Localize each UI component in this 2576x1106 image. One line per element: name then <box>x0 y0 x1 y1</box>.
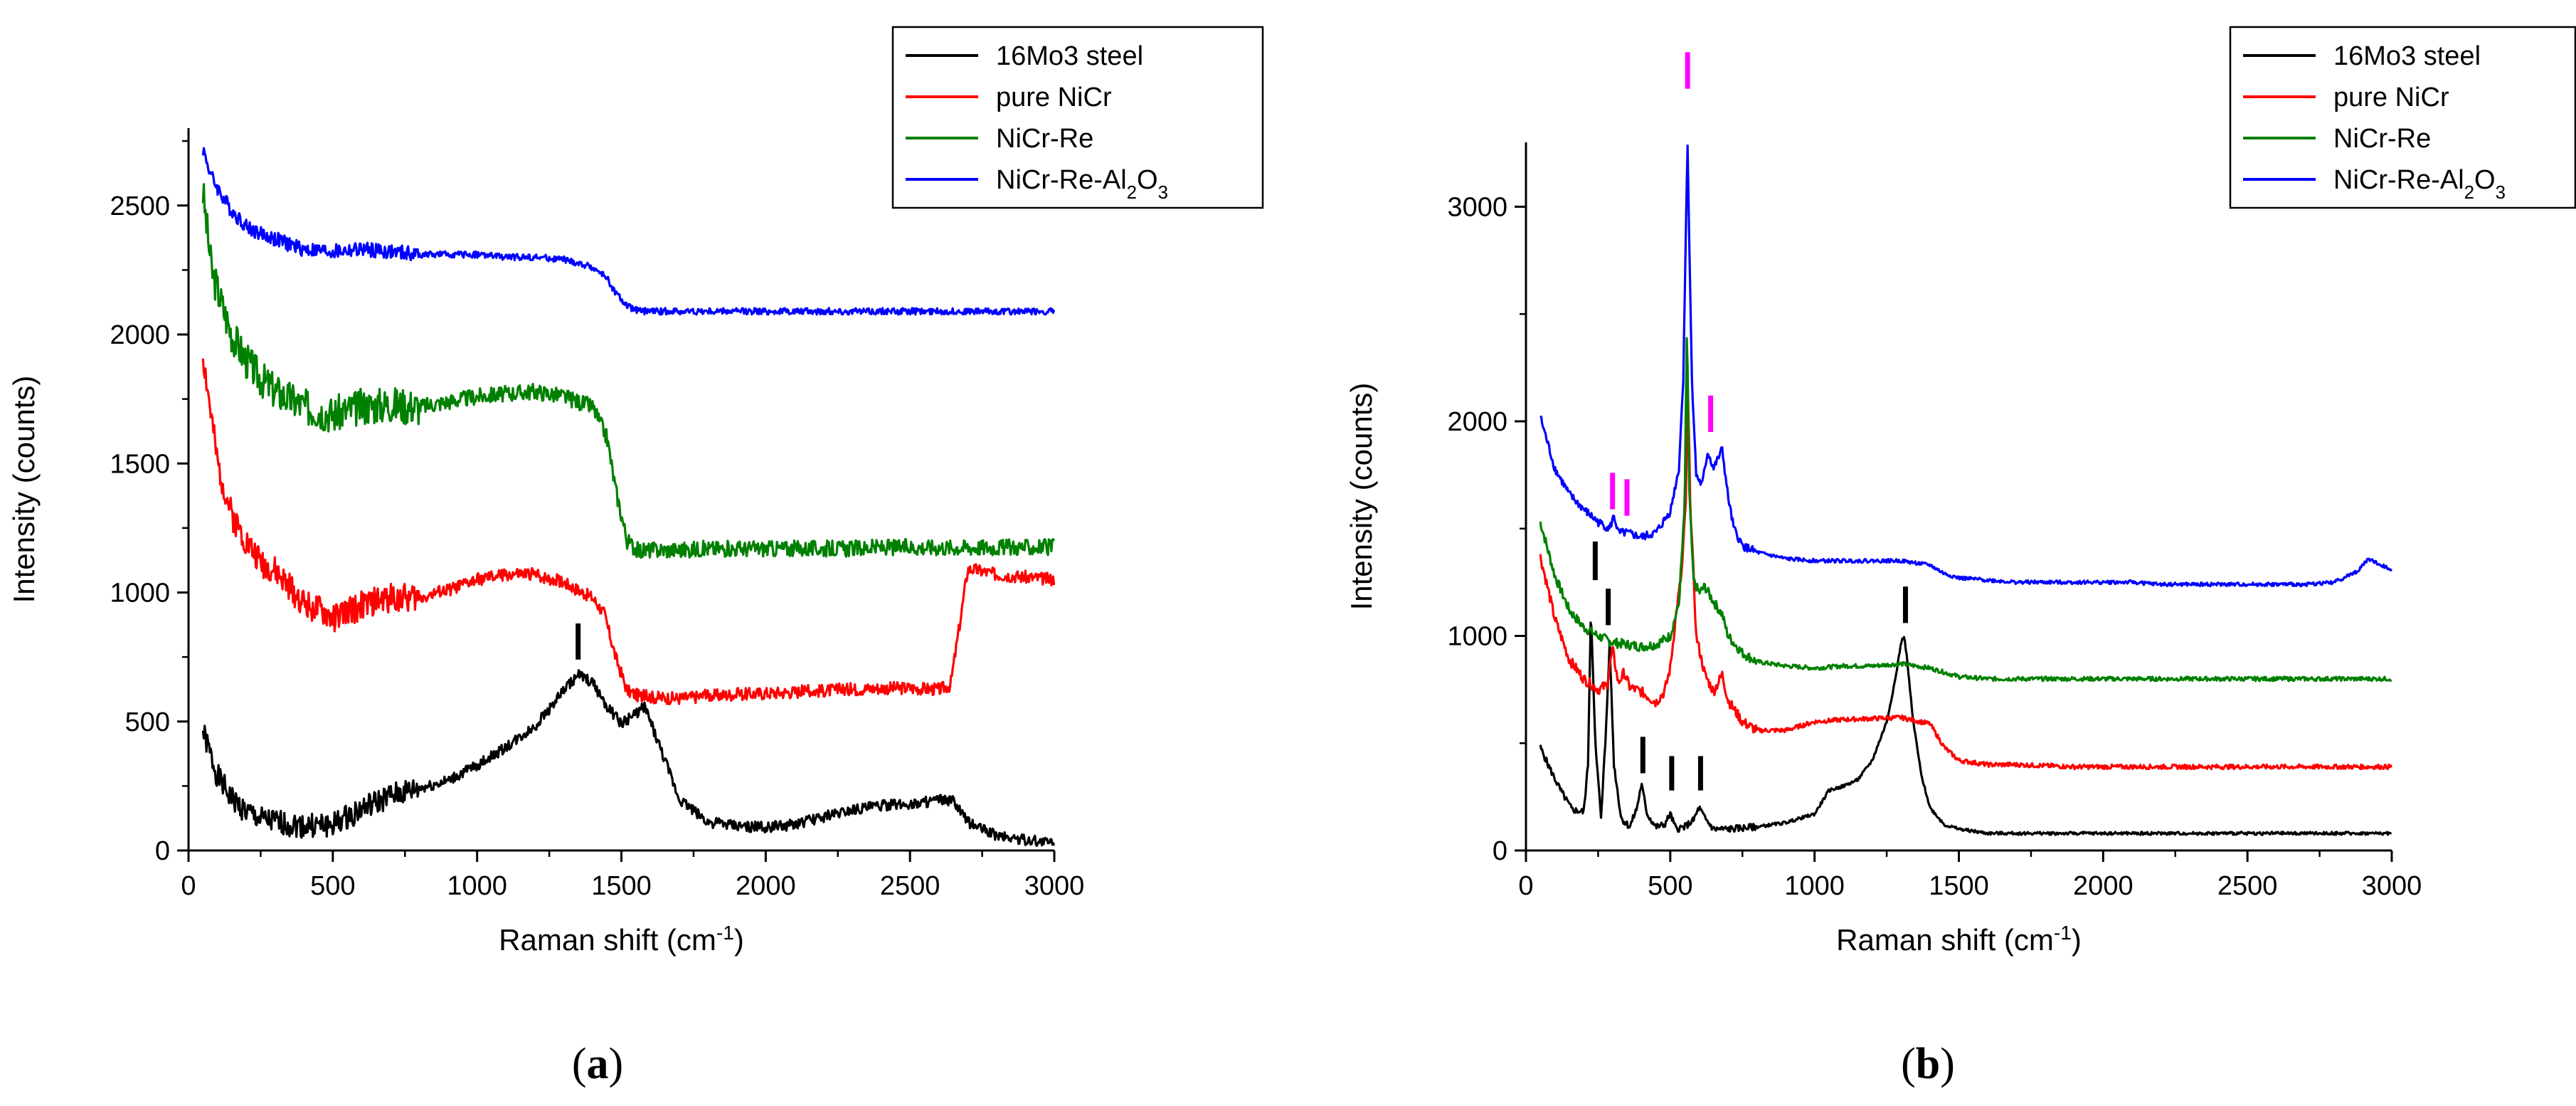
x-tick-label: 500 <box>310 871 355 901</box>
series-line-2 <box>1539 374 2393 771</box>
y-tick-label: 2000 <box>110 320 170 350</box>
legend-box <box>891 26 1264 209</box>
x-tick-label: 500 <box>1648 871 1692 901</box>
x-tick-label: 1000 <box>447 871 507 901</box>
y-tick-label: 500 <box>125 707 170 737</box>
chart-panel-a: 0 500 1000 1500 2000 2500 3000 0 500 1000 1500 2000… <box>7 26 1264 1088</box>
x-tick-label: 0 <box>181 871 196 901</box>
legend: 16Mo3 steel pure NiCr NiCr-Re NiCr-Re-Al2O3 <box>891 26 1264 209</box>
series-line-4 <box>1539 144 2392 588</box>
x-tick-label: 3000 <box>2362 871 2422 901</box>
x-tick-label: 1000 <box>1784 871 1845 901</box>
y-tick-label: 1500 <box>110 449 170 479</box>
y-tick-label: 3000 <box>1447 192 1507 222</box>
series-line-4 <box>201 147 1056 316</box>
x-tick-label: 3000 <box>1024 871 1085 901</box>
legend-label: NiCr-Re <box>2333 124 2431 154</box>
y-tick-label: 0 <box>1493 836 1507 866</box>
legend-label: pure NiCr <box>2333 83 2449 112</box>
y-tick-label: 2500 <box>110 191 170 221</box>
legend-label: 16Mo3 steel <box>2333 41 2481 71</box>
legend-label: pure NiCr <box>996 83 1112 112</box>
series-line-3 <box>1539 337 2392 683</box>
x-tick-label: 1500 <box>591 871 652 901</box>
x-axis-title: Raman shift (cm-1) <box>499 922 744 957</box>
panel-label: (b) <box>1901 1040 1955 1088</box>
legend-label: NiCr-Re <box>996 124 1093 154</box>
series-line-3 <box>201 183 1056 559</box>
series-line-1 <box>1539 621 2392 836</box>
y-tick-label: 0 <box>155 836 170 866</box>
chart-panel-b: 0 500 1000 1500 2000 2500 3000 0 1000 2000 3000 Ram… <box>1345 26 2576 1088</box>
legend-label: NiCr-Re-Al2O3 <box>996 165 1168 203</box>
x-tick-label: 2500 <box>880 871 940 901</box>
x-tick-label: 0 <box>1518 871 1533 901</box>
y-tick-label: 1000 <box>1447 621 1507 651</box>
x-tick-label: 2500 <box>2217 871 2278 901</box>
legend-label: NiCr-Re-Al2O3 <box>2333 165 2506 203</box>
y-axis-title: Intensity (counts) <box>7 376 41 604</box>
y-tick-label: 2000 <box>1447 407 1507 437</box>
x-tick-label: 1500 <box>1929 871 1989 901</box>
panel-label: (a) <box>572 1040 623 1088</box>
series-line-1 <box>201 669 1056 848</box>
y-axis-title: Intensity (counts) <box>1345 383 1378 611</box>
series-line-2 <box>201 358 1056 705</box>
legend-box <box>2229 26 2576 209</box>
x-tick-label: 2000 <box>736 871 796 901</box>
legend-label: 16Mo3 steel <box>996 41 1143 71</box>
x-tick-label: 2000 <box>2073 871 2134 901</box>
y-tick-label: 1000 <box>110 579 170 609</box>
x-axis-title: Raman shift (cm-1) <box>1836 922 2082 957</box>
legend: 16Mo3 steel pure NiCr NiCr-Re NiCr-Re-Al2O3 <box>2229 26 2576 209</box>
